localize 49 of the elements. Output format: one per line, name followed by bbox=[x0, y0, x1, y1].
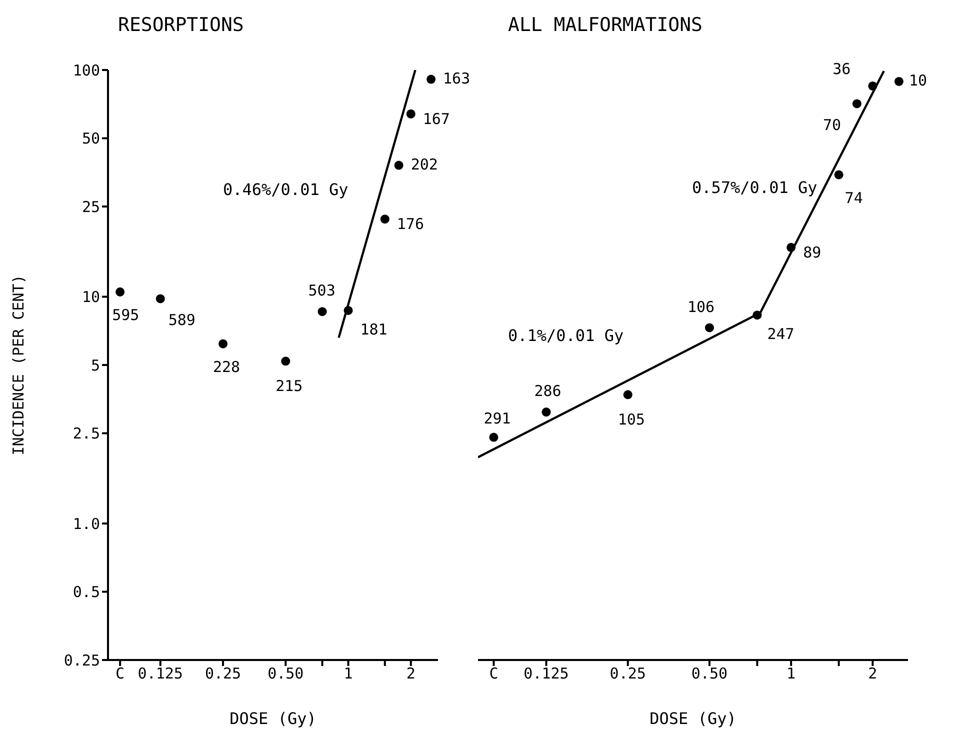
y-tick-label: 0.5 bbox=[72, 583, 100, 602]
annotation: 10 bbox=[908, 72, 927, 90]
annotation: 0.57%/0.01 Gy bbox=[692, 178, 818, 197]
annotation: 36 bbox=[832, 60, 851, 78]
x-tick-label: 1 bbox=[786, 664, 796, 683]
annotation: 176 bbox=[396, 215, 424, 234]
annotation: 181 bbox=[360, 320, 388, 339]
annotation: 247 bbox=[767, 325, 794, 344]
annotation: 74 bbox=[844, 188, 863, 207]
annotation: 70 bbox=[822, 116, 842, 134]
y-tick-label: 50 bbox=[82, 130, 100, 148]
annotation: 215 bbox=[276, 377, 303, 396]
y-tick-label: 10 bbox=[82, 288, 100, 306]
x-tick-label: 0.125 bbox=[138, 664, 183, 683]
annotation: 291 bbox=[484, 409, 511, 428]
x-axis-title: DOSE (Gy) bbox=[230, 709, 316, 728]
annotation: 105 bbox=[618, 410, 645, 429]
annotation: 167 bbox=[422, 110, 450, 128]
annotation: 89 bbox=[803, 244, 822, 262]
y-tick-label: 25 bbox=[82, 198, 100, 216]
annotation: 106 bbox=[687, 298, 715, 316]
annotation: 503 bbox=[308, 282, 336, 300]
x-tick-label: 0.25 bbox=[610, 664, 646, 683]
y-tick-label: 0.25 bbox=[64, 651, 100, 670]
annotation: 0.46%/0.01 Gy bbox=[223, 180, 348, 199]
y-tick-label: 100 bbox=[72, 61, 100, 80]
annotation: 589 bbox=[168, 310, 196, 329]
y-axis-title: INCIDENCE (PER CENT) bbox=[9, 274, 28, 456]
y-tick-label: 5 bbox=[90, 356, 100, 374]
x-tick-label: 0.25 bbox=[204, 664, 242, 683]
annotation: 163 bbox=[443, 69, 470, 88]
annotation: 228 bbox=[213, 358, 240, 376]
x-tick-label: 0.125 bbox=[524, 664, 569, 683]
x-tick-label: C bbox=[116, 664, 125, 683]
y-tick-label: 2.5 bbox=[72, 424, 100, 443]
x-tick-label: C bbox=[489, 664, 498, 683]
chart-title: RESORPTIONS bbox=[117, 13, 245, 38]
x-tick-label: 2 bbox=[868, 664, 878, 683]
x-tick-label: 1 bbox=[344, 664, 353, 683]
chart-title: ALL MALFORMATIONS bbox=[507, 13, 704, 38]
annotation: 0.1%/0.01 Gy bbox=[508, 326, 624, 345]
x-tick-label: 0.50 bbox=[268, 664, 304, 683]
annotation: 286 bbox=[534, 382, 562, 400]
y-tick-label: 1.0 bbox=[72, 514, 100, 533]
x-tick-label: 0.50 bbox=[691, 664, 728, 683]
x-axis-title: DOSE (Gy) bbox=[650, 709, 736, 728]
x-tick-label: 2 bbox=[406, 664, 416, 683]
annotation: 595 bbox=[112, 306, 140, 324]
annotation: 202 bbox=[410, 155, 438, 174]
